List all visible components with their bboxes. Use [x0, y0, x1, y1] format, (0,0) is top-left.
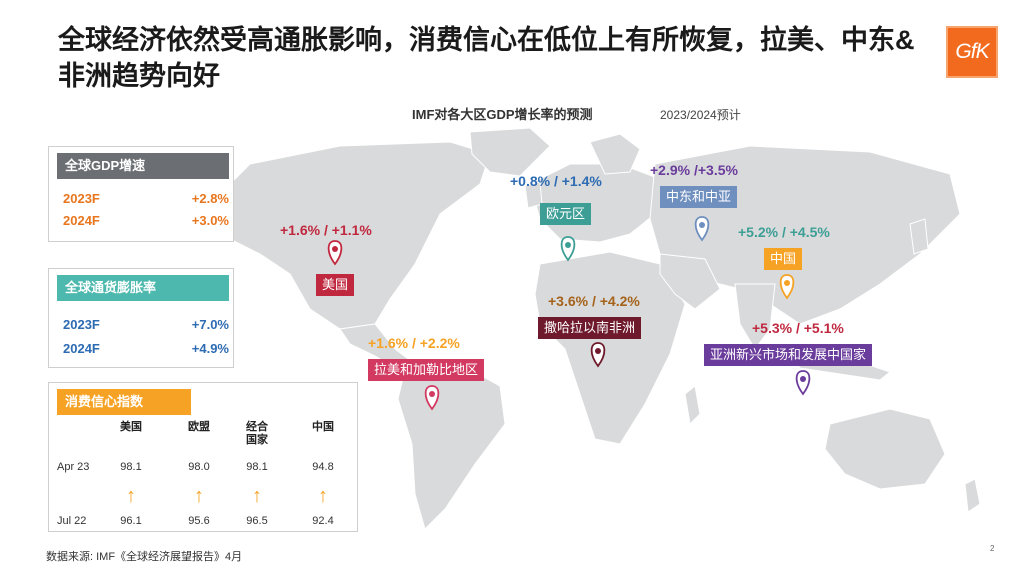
region-middle-east-label: 中东和中亚 [660, 186, 738, 208]
gdp-value: +2.8% [191, 191, 229, 206]
inflation-value: +4.9% [191, 341, 229, 356]
region-middle-east-growth: +2.9% /+3.5% [650, 162, 738, 178]
location-pin-icon [590, 342, 606, 368]
global-inflation-header: 全球通货膨胀率 [57, 275, 229, 301]
region-latam-label: 拉美和加勒比地区 [368, 359, 485, 381]
inflation-value: +7.0% [191, 317, 229, 332]
region-us-label: 美国 [316, 274, 355, 296]
global-gdp-header: 全球GDP增速 [57, 153, 229, 179]
continent-south-america [397, 363, 506, 530]
inflation-year: 2024F [63, 341, 100, 356]
location-pin-icon [424, 385, 440, 411]
cc-value: 95.6 [188, 515, 210, 527]
cc-value: 94.8 [312, 461, 334, 473]
slide-title: 全球经济依然受高通胀影响，消费信心在低位上有所恢复，拉美、中东&非洲趋势向好 [58, 25, 915, 91]
location-pin-icon [795, 370, 811, 396]
cc-row-label-jul: Jul 22 [57, 515, 87, 527]
continent-scandinavia [589, 133, 641, 175]
map-title: IMF对各大区GDP增长率的预测 [412, 107, 593, 122]
cc-column-china: 中国 [312, 421, 334, 433]
continent-india [734, 283, 776, 350]
region-china-growth: +5.2% / +4.5% [738, 224, 830, 240]
cc-value: 98.0 [188, 461, 210, 473]
up-arrow-icon: ↑ [126, 485, 136, 507]
up-arrow-icon: ↑ [194, 485, 204, 507]
cc-value: 98.1 [246, 461, 268, 473]
consumer-confidence-header: 消费信心指数 [57, 389, 191, 415]
continent-middle-east [659, 253, 721, 310]
gdp-row: 2023F +2.8% [63, 191, 229, 211]
region-eurozone-label: 欧元区 [540, 203, 592, 225]
continent-north-america [209, 141, 491, 330]
continent-africa [534, 251, 686, 445]
gdp-value: +3.0% [191, 213, 229, 228]
region-china-label: 中国 [764, 248, 803, 270]
up-arrow-icon: ↑ [318, 485, 328, 507]
continent-new-zealand [964, 478, 981, 513]
map-subtitle: 2023/2024预计 [660, 108, 741, 122]
inflation-row: 2023F +7.0% [63, 317, 229, 337]
continent-australia [824, 408, 946, 490]
consumer-confidence-panel: 消费信心指数 美国 欧盟 经合国家 中国 Apr 23 98.1 98.0 98… [48, 382, 358, 532]
source-note: 数据来源: IMF《全球经济展望报告》4月 [46, 551, 243, 563]
gdp-row: 2024F +3.0% [63, 213, 229, 233]
continent-greenland [469, 127, 551, 177]
cc-value: 96.5 [246, 515, 268, 527]
continent-madagascar [684, 385, 701, 426]
gdp-year: 2023F [63, 191, 100, 206]
cc-column-eu: 欧盟 [188, 421, 210, 433]
global-gdp-panel: 全球GDP增速 2023F +2.8% 2024F +3.0% [48, 146, 234, 242]
location-pin-icon [694, 216, 710, 242]
gfk-logo: GfK [946, 26, 998, 78]
inflation-year: 2023F [63, 317, 100, 332]
region-eurozone-growth: +0.8% / +1.4% [510, 173, 602, 189]
cc-row-label-apr: Apr 23 [57, 461, 90, 473]
region-asia-label: 亚洲新兴市场和发展中国家 [704, 344, 873, 366]
location-pin-icon [327, 240, 343, 266]
inflation-row: 2024F +4.9% [63, 341, 229, 361]
cc-column-oecd: 经合国家 [246, 421, 268, 446]
location-pin-icon [560, 236, 576, 262]
region-ssa-growth: +3.6% / +4.2% [548, 293, 640, 309]
global-inflation-panel: 全球通货膨胀率 2023F +7.0% 2024F +4.9% [48, 268, 234, 368]
cc-value: 96.1 [120, 515, 142, 527]
cc-value: 98.1 [120, 461, 142, 473]
region-asia-growth: +5.3% / +5.1% [752, 320, 844, 336]
gdp-year: 2024F [63, 213, 100, 228]
cc-value: 92.4 [312, 515, 334, 527]
page-number: 2 [990, 544, 995, 553]
continent-japan [909, 218, 929, 255]
region-us-growth: +1.6% / +1.1% [280, 222, 372, 238]
location-pin-icon [779, 274, 795, 300]
up-arrow-icon: ↑ [252, 485, 262, 507]
region-ssa-label: 撒哈拉以南非洲 [538, 317, 642, 339]
cc-column-us: 美国 [120, 421, 142, 433]
region-latam-growth: +1.6% / +2.2% [368, 335, 460, 351]
